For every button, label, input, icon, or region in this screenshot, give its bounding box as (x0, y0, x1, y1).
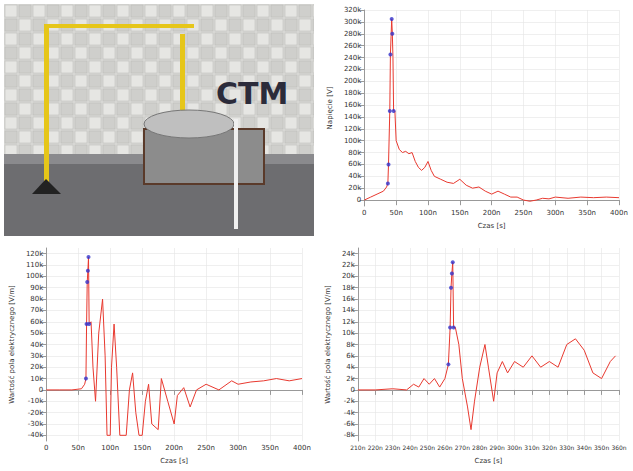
svg-text:Napięcie [V]: Napięcie [V] (326, 86, 334, 129)
svg-text:110k: 110k (26, 261, 44, 269)
svg-text:18k: 18k (342, 284, 356, 292)
svg-text:-10k: -10k (28, 397, 44, 405)
svg-text:90k: 90k (30, 284, 44, 292)
svg-text:10k: 10k (30, 375, 44, 383)
svg-text:Wartość pola elektrycznego [V/: Wartość pola elektrycznego [V/m] (8, 285, 16, 404)
svg-text:-30k: -30k (28, 420, 44, 428)
svg-text:-40k: -40k (28, 431, 44, 439)
svg-text:40k: 40k (30, 341, 44, 349)
svg-text:340n: 340n (577, 444, 592, 451)
svg-text:60k: 60k (30, 318, 44, 326)
svg-text:180k: 180k (344, 89, 362, 97)
svg-text:Czas [s]: Czas [s] (160, 457, 188, 465)
svg-text:50n: 50n (389, 209, 402, 217)
svg-text:70k: 70k (30, 306, 44, 314)
svg-text:350n: 350n (261, 444, 279, 452)
svg-text:230n: 230n (385, 444, 400, 451)
svg-text:120k: 120k (26, 250, 44, 258)
svg-text:260n: 260n (437, 444, 452, 451)
svg-text:-2k: -2k (344, 397, 356, 405)
svg-text:12k: 12k (342, 318, 356, 326)
svg-text:150n: 150n (451, 209, 469, 217)
svg-text:280k: 280k (344, 30, 362, 38)
svg-text:24k: 24k (342, 250, 356, 258)
svg-text:140k: 140k (344, 113, 362, 121)
svg-text:250n: 250n (420, 444, 435, 451)
svg-text:8k: 8k (346, 341, 355, 349)
svg-text:30k: 30k (30, 352, 44, 360)
svg-text:2k: 2k (346, 375, 355, 383)
svg-text:300n: 300n (546, 209, 564, 217)
svg-text:300n: 300n (229, 444, 247, 452)
svg-text:4k: 4k (346, 363, 355, 371)
svg-text:400n: 400n (293, 444, 311, 452)
svg-text:16k: 16k (342, 295, 356, 303)
svg-text:360n: 360n (611, 444, 626, 451)
svg-text:250n: 250n (515, 209, 533, 217)
svg-text:240k: 240k (344, 54, 362, 62)
svg-text:0: 0 (39, 386, 43, 394)
svg-text:320n: 320n (542, 444, 557, 451)
svg-text:160k: 160k (344, 101, 362, 109)
svg-text:300n: 300n (507, 444, 522, 451)
svg-text:350n: 350n (594, 444, 609, 451)
svg-text:400n: 400n (610, 209, 628, 217)
svg-text:250n: 250n (197, 444, 215, 452)
svg-text:80k: 80k (30, 295, 44, 303)
svg-text:-20k: -20k (28, 409, 44, 417)
svg-text:60k: 60k (348, 160, 362, 168)
svg-text:310n: 310n (524, 444, 539, 451)
svg-text:-4k: -4k (344, 409, 356, 417)
svg-text:100n: 100n (419, 209, 437, 217)
svg-text:22k: 22k (342, 261, 356, 269)
svg-text:320k: 320k (344, 6, 362, 14)
svg-text:10k: 10k (342, 329, 356, 337)
svg-text:260k: 260k (344, 42, 362, 50)
svg-text:300k: 300k (344, 18, 362, 26)
svg-text:330n: 330n (559, 444, 574, 451)
svg-text:50n: 50n (72, 444, 85, 452)
svg-text:100k: 100k (344, 137, 362, 145)
svg-text:270n: 270n (455, 444, 470, 451)
svg-text:100n: 100n (101, 444, 119, 452)
svg-text:CTM: CTM (216, 76, 288, 111)
svg-text:20k: 20k (342, 272, 356, 280)
svg-text:290n: 290n (490, 444, 505, 451)
svg-text:0: 0 (362, 209, 366, 217)
svg-text:200n: 200n (165, 444, 183, 452)
svg-text:40k: 40k (348, 172, 362, 180)
svg-text:-8k: -8k (344, 431, 356, 439)
svg-text:Czas [s]: Czas [s] (475, 457, 503, 465)
svg-text:20k: 20k (348, 184, 362, 192)
svg-text:20k: 20k (30, 363, 44, 371)
svg-text:200k: 200k (344, 77, 362, 85)
svg-text:210n: 210n (350, 444, 365, 451)
svg-text:80k: 80k (348, 149, 362, 157)
svg-text:120k: 120k (344, 125, 362, 133)
svg-text:Czas [s]: Czas [s] (478, 222, 506, 230)
svg-text:100k: 100k (26, 272, 44, 280)
svg-text:-6k: -6k (344, 420, 356, 428)
svg-text:0: 0 (350, 386, 354, 394)
svg-text:220n: 220n (368, 444, 383, 451)
svg-text:350n: 350n (578, 209, 596, 217)
svg-text:14k: 14k (342, 306, 356, 314)
svg-text:280n: 280n (472, 444, 487, 451)
svg-text:150n: 150n (133, 444, 151, 452)
svg-text:240n: 240n (402, 444, 417, 451)
svg-text:50k: 50k (30, 329, 44, 337)
svg-text:0: 0 (357, 196, 361, 204)
svg-text:Wartość pola elektrycznego [V/: Wartość pola elektrycznego [V/m] (324, 285, 332, 404)
svg-text:220k: 220k (344, 65, 362, 73)
svg-text:200n: 200n (483, 209, 501, 217)
svg-text:0: 0 (44, 444, 48, 452)
svg-text:6k: 6k (346, 352, 355, 360)
